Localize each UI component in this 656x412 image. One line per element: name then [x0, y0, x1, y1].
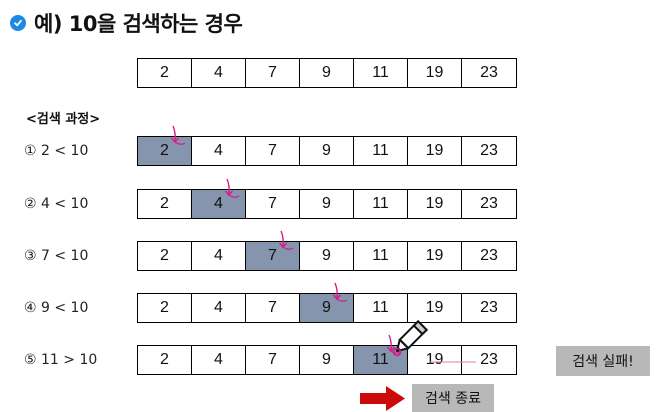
step-label: ② 4 < 10 [24, 196, 89, 212]
step-array: 2 4 7 9 11 19 23 [137, 345, 517, 375]
step-array: 2 4 7 9 11 19 23 [137, 136, 517, 166]
step-array: 2 4 7 9 11 19 23 [137, 293, 517, 323]
array-cell: 23 [462, 242, 516, 270]
array-cell: 4 [192, 346, 246, 374]
array-cell: 11 [354, 242, 408, 270]
array-cell: 23 [462, 190, 516, 218]
step-label: ① 2 < 10 [24, 143, 89, 159]
red-arrow-icon [360, 386, 405, 411]
array-cell: 23 [462, 59, 516, 87]
array-cell: 11 [354, 190, 408, 218]
array-cell: 19 [408, 242, 462, 270]
highlighted-cell: 7 [246, 242, 300, 270]
page-title: 예) 10을 검색하는 경우 [10, 8, 243, 38]
array-cell: 9 [300, 137, 354, 165]
array-cell: 11 [354, 59, 408, 87]
array-cell: 19 [408, 59, 462, 87]
array-cell: 2 [138, 190, 192, 218]
step-array: 2 4 7 9 11 19 23 [137, 189, 517, 219]
array-cell: 9 [300, 190, 354, 218]
array-cell: 7 [246, 346, 300, 374]
array-cell: 4 [192, 242, 246, 270]
array-cell: 4 [192, 59, 246, 87]
array-cell: 2 [138, 242, 192, 270]
array-cell: 9 [300, 242, 354, 270]
array-cell: 2 [138, 294, 192, 322]
search-fail-badge: 검색 실패! [556, 346, 650, 376]
step-label: ⑤ 11 > 10 [24, 352, 98, 368]
step-label: ④ 9 < 10 [24, 300, 89, 316]
array-cell: 7 [246, 137, 300, 165]
highlighted-cell: 2 [138, 137, 192, 165]
array-cell: 7 [246, 294, 300, 322]
array-cell: 2 [138, 59, 192, 87]
highlighted-cell: 4 [192, 190, 246, 218]
array-cell: 9 [300, 346, 354, 374]
array-cell: 4 [192, 294, 246, 322]
title-text: 예) 10을 검색하는 경우 [34, 12, 243, 36]
step-label: ③ 7 < 10 [24, 248, 89, 264]
array-cell: 9 [300, 59, 354, 87]
array-cell: 19 [408, 346, 462, 374]
array-cell: 11 [354, 137, 408, 165]
array-cell: 19 [408, 190, 462, 218]
array-cell: 23 [462, 294, 516, 322]
array-cell: 19 [408, 294, 462, 322]
array-cell: 2 [138, 346, 192, 374]
array-cell: 4 [192, 137, 246, 165]
array-cell: 11 [354, 294, 408, 322]
process-label: <검색 과정> [26, 112, 101, 127]
array-cell: 7 [246, 190, 300, 218]
search-end-badge: 검색 종료 [412, 384, 494, 412]
array-cell: 19 [408, 137, 462, 165]
top-array: 2 4 7 9 11 19 23 [137, 58, 517, 88]
check-circle-icon [10, 15, 26, 31]
step-array: 2 4 7 9 11 19 23 [137, 241, 517, 271]
array-cell: 23 [462, 137, 516, 165]
array-cell: 7 [246, 59, 300, 87]
highlighted-cell: 9 [300, 294, 354, 322]
highlighted-cell: 11 [354, 346, 408, 374]
array-cell: 23 [462, 346, 516, 374]
